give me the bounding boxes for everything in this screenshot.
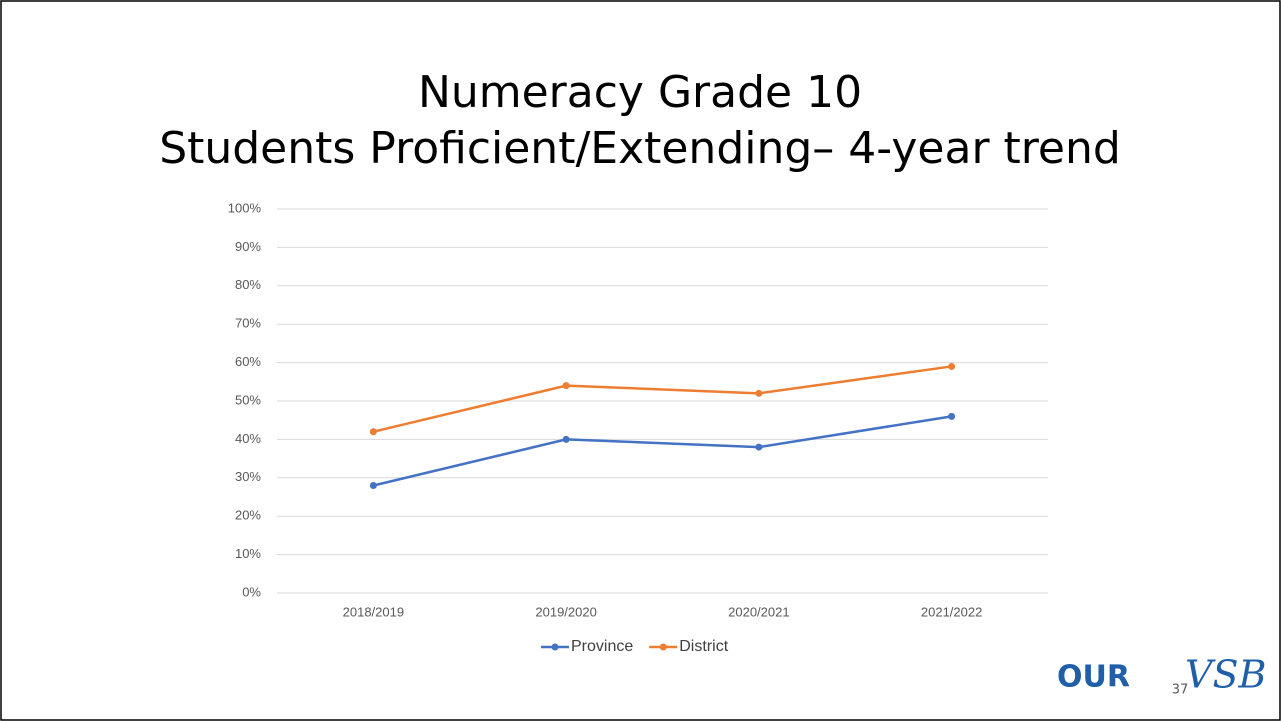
logo-our: OUR — [1057, 660, 1130, 695]
y-tick-label: 20% — [235, 508, 261, 523]
y-tick-label: 30% — [235, 469, 261, 484]
series-line — [373, 415, 952, 487]
x-tick-label: 2020/2021 — [728, 604, 789, 619]
legend-label: District — [679, 638, 728, 655]
x-tick-label: 2018/2019 — [343, 604, 404, 619]
legend-marker — [659, 643, 667, 651]
y-tick-label: 70% — [235, 316, 261, 331]
x-tick-label: 2021/2022 — [921, 604, 982, 619]
y-tick-label: 0% — [242, 584, 261, 599]
data-point — [948, 362, 956, 370]
chart-subtitle: Students Proficient/Extending– 4-year tr… — [159, 123, 1121, 174]
data-point — [369, 428, 377, 436]
data-point — [948, 412, 956, 420]
x-tick-label: 2019/2020 — [535, 604, 596, 619]
y-tick-label: 90% — [235, 239, 261, 254]
legend-marker — [551, 643, 559, 651]
chart-title: Numeracy Grade 10 — [418, 67, 862, 118]
data-point — [562, 382, 570, 390]
logo-vsb: VSB — [1185, 653, 1266, 697]
data-point — [755, 389, 763, 397]
y-tick-label: 60% — [235, 354, 261, 369]
y-tick-label: 100% — [228, 200, 262, 215]
slide-number: 37 — [1172, 683, 1189, 698]
data-point — [755, 443, 763, 451]
series-line — [373, 365, 952, 433]
y-tick-label: 10% — [235, 546, 261, 561]
data-point — [369, 481, 377, 489]
legend-label: Province — [571, 638, 633, 655]
y-tick-label: 40% — [235, 431, 261, 446]
y-tick-label: 50% — [235, 392, 261, 407]
data-point — [562, 435, 570, 443]
y-tick-label: 80% — [235, 277, 261, 292]
